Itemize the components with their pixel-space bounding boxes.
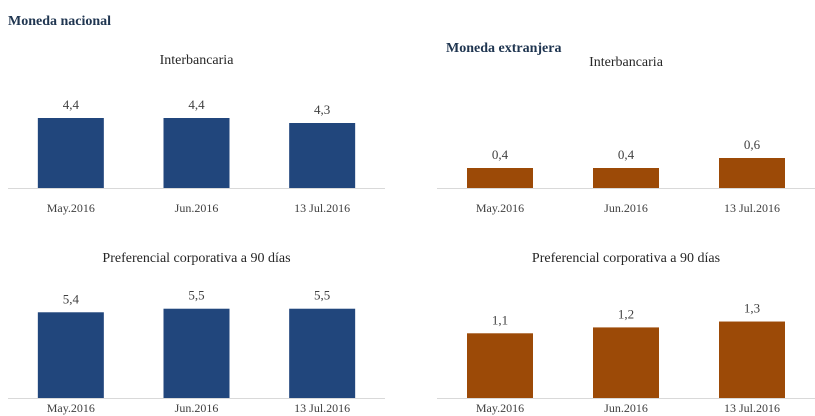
bar — [719, 321, 785, 398]
value-label: 4,4 — [63, 97, 80, 112]
value-label: 5,4 — [63, 291, 80, 306]
section-heading: Moneda nacional — [8, 14, 111, 29]
x-tick-label: 13 Jul.2016 — [724, 401, 780, 415]
chart-title: Preferencial corporativa a 90 días — [102, 251, 290, 266]
x-tick-label: May.2016 — [47, 401, 95, 415]
section-heading: Moneda extranjera — [446, 41, 561, 56]
value-label: 4,3 — [314, 102, 330, 117]
value-label: 5,5 — [314, 288, 330, 303]
x-tick-label: 13 Jul.2016 — [724, 201, 780, 215]
value-label: 0,4 — [618, 147, 635, 162]
bar — [37, 118, 104, 188]
value-label: 5,5 — [188, 288, 204, 303]
value-label: 1,2 — [618, 306, 634, 321]
bar — [289, 308, 356, 398]
x-tick-label: Jun.2016 — [175, 201, 219, 215]
x-tick-label: Jun.2016 — [175, 401, 219, 415]
x-tick-label: May.2016 — [47, 201, 95, 215]
value-label: 1,1 — [492, 312, 508, 327]
value-label: 0,6 — [744, 137, 761, 152]
bar — [289, 123, 356, 188]
bar — [593, 327, 659, 398]
bar — [37, 312, 104, 398]
chart-title: Interbancaria — [160, 53, 235, 68]
bar — [467, 333, 533, 398]
chart-title: Interbancaria — [589, 55, 664, 70]
bar — [467, 168, 533, 188]
x-tick-label: 13 Jul.2016 — [294, 201, 350, 215]
chart-title: Preferencial corporativa a 90 días — [532, 251, 720, 266]
x-tick-label: Jun.2016 — [604, 201, 648, 215]
bar — [163, 118, 230, 188]
bar — [719, 158, 785, 188]
value-label: 0,4 — [492, 147, 509, 162]
bar — [593, 168, 659, 188]
x-tick-label: Jun.2016 — [604, 401, 648, 415]
value-label: 4,4 — [188, 97, 205, 112]
x-tick-label: May.2016 — [476, 201, 524, 215]
bar — [163, 308, 230, 398]
value-label: 1,3 — [744, 301, 760, 316]
x-tick-label: 13 Jul.2016 — [294, 401, 350, 415]
x-tick-label: May.2016 — [476, 401, 524, 415]
